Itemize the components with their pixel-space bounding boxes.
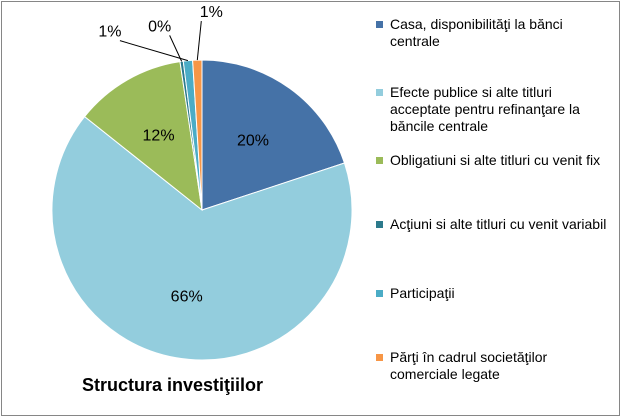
data-label-casa: 20% <box>237 133 269 150</box>
legend-swatch-casa <box>376 21 383 28</box>
pie-slice-casa <box>201 59 346 211</box>
legend-swatch-actiuni <box>376 221 383 228</box>
leader-line-actiuni <box>169 35 183 62</box>
legend-swatch-efecte-publice <box>376 89 383 96</box>
chart-title: Structura investiţiilor <box>82 375 264 395</box>
data-label-efecte-publice: 66% <box>171 289 203 306</box>
legend-label: Efecte publice si alte titluri acceptate… <box>390 84 580 134</box>
legend-swatch-participatii <box>376 290 383 297</box>
legend-swatch-obligatiuni <box>376 157 383 164</box>
data-label-participatii: 1% <box>98 24 121 41</box>
data-label-parti-societati: 1% <box>200 4 223 21</box>
pie-slice-efecte-publice <box>51 115 353 361</box>
data-label-actiuni: 0% <box>148 18 171 35</box>
legend-label: Părţi în cadrul societăţilor comerciale … <box>390 349 548 382</box>
leader-line-parti-societati <box>196 21 202 61</box>
legend-label: Casa, disponibilităţi la bănci centrale <box>390 16 563 49</box>
legend-label: Obligatiuni si alte titluri cu venit fix <box>390 152 601 168</box>
pie-slice-obligatiuni <box>83 61 203 212</box>
legend-label: Participaţii <box>390 285 455 301</box>
data-label-obligatiuni: 12% <box>143 128 175 145</box>
pie-slice-parti-societati <box>192 59 203 211</box>
legend-label: Acţiuni si alte titluri cu venit variabi… <box>390 216 607 232</box>
legend-swatch-parti-societati <box>376 354 383 361</box>
leader-line-participatii <box>119 40 189 62</box>
